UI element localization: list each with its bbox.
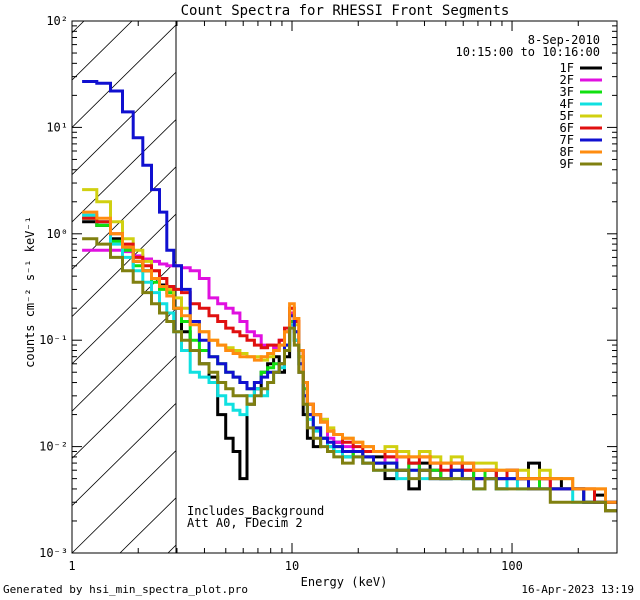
y-tick-label: 10⁻¹ [39, 333, 68, 347]
annotation-background: Includes_Background [187, 504, 324, 518]
x-axis-label: Energy (keV) [301, 575, 388, 589]
x-tick-labels: 1 10 100 [68, 559, 522, 573]
generated-by-label: Generated by hsi_min_spectra_plot.pro [3, 583, 249, 596]
legend-label: 3F [560, 85, 574, 99]
series-line-6F [82, 216, 617, 504]
axis-ticks [71, 21, 618, 554]
time-range-label: 10:15:00 to 10:16:00 [456, 45, 601, 59]
y-axis-label: counts cm⁻² s⁻¹ keV⁻¹ [23, 216, 37, 368]
x-tick-label: 1 [68, 559, 75, 573]
legend-label: 4F [560, 97, 574, 111]
legend-label: 8F [560, 145, 574, 159]
legend-label: 7F [560, 133, 574, 147]
y-tick-label: 10¹ [46, 120, 68, 134]
hatch-line [72, 402, 176, 507]
hatch-line [72, 449, 176, 553]
series-group [82, 80, 617, 513]
hatch-line [72, 21, 85, 34]
chart-title: Count Spectra for RHESSI Front Segments [181, 3, 510, 19]
hatch-line [72, 118, 176, 223]
legend-label: 6F [560, 121, 574, 135]
hatch-line [72, 24, 176, 128]
y-tick-label: 10² [46, 14, 68, 28]
x-tick-label: 100 [501, 559, 523, 573]
legend-label: 5F [560, 109, 574, 123]
hatch-line [72, 21, 133, 81]
hatch-line [72, 213, 176, 318]
series-line-4F [82, 213, 617, 504]
date-label: 8-Sep-2010 [528, 33, 600, 47]
annotation-attenuator: Att A0, FDecim 2 [187, 516, 303, 530]
legend-label: 2F [560, 73, 574, 87]
plot-frame [71, 20, 618, 554]
y-tick-label: 10⁻³ [39, 546, 68, 560]
y-tick-label: 10⁻² [39, 440, 68, 454]
series-line-5F [82, 188, 617, 504]
x-tick-label: 10 [285, 559, 299, 573]
y-tick-labels: 10⁻³ 10⁻² 10⁻¹ 10⁰ 10¹ 10² [39, 14, 68, 560]
series-line-3F [82, 216, 617, 504]
y-tick-label: 10⁰ [46, 227, 68, 241]
legend-label: 9F [560, 157, 574, 171]
timestamp-label: 16-Apr-2023 13:19 [521, 583, 634, 596]
legend-label: 1F [560, 61, 574, 75]
series-line-9F [82, 237, 617, 513]
hatch-line [72, 355, 176, 459]
hatched-region [72, 21, 176, 553]
hatch-line [72, 71, 176, 176]
series-line-8F [82, 210, 617, 504]
